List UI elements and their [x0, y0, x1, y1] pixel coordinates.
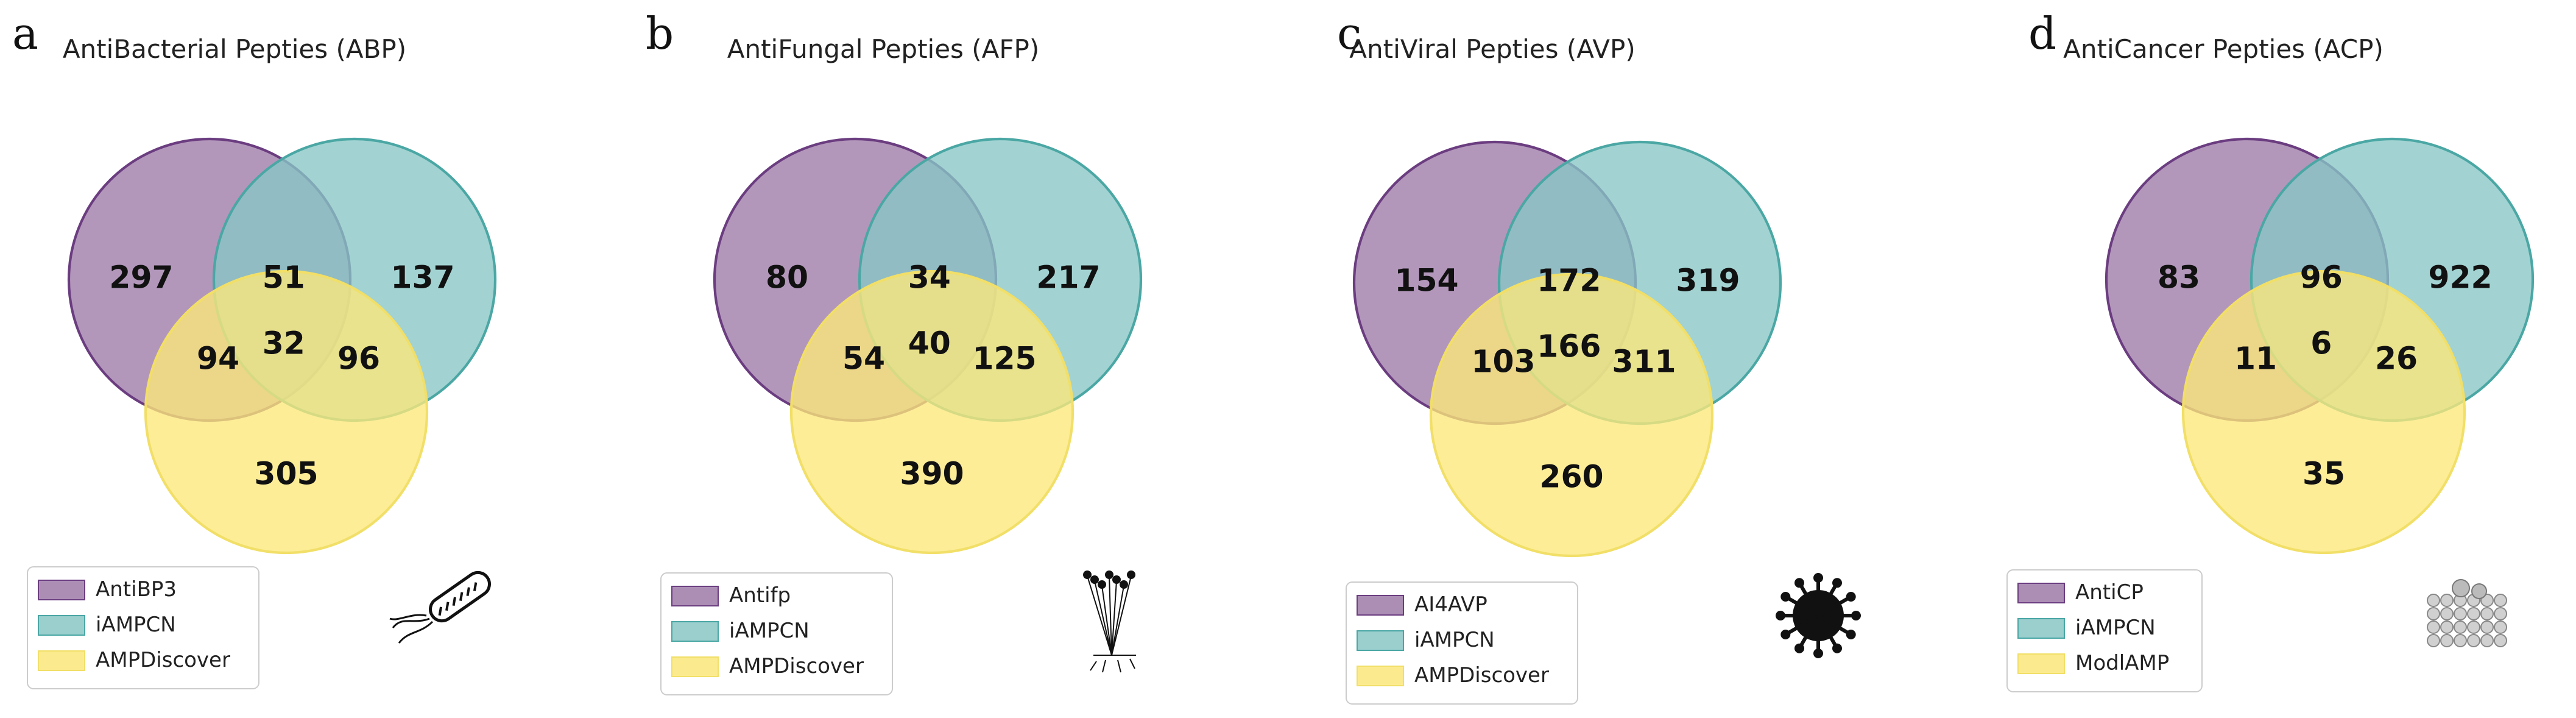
- chart-title: AntiViral Pepties (AVP): [1349, 34, 1635, 64]
- legend-swatch: [38, 650, 85, 671]
- legend: AntiCP iAMPCN ModlAMP: [2006, 569, 2203, 692]
- region-label-bc: 311: [1612, 344, 1676, 380]
- region-label-abc: 6: [2310, 325, 2332, 361]
- legend: Antifp iAMPCN AMPDiscover: [660, 572, 893, 695]
- region-label-c: 35: [2303, 456, 2345, 492]
- region-label-c: 390: [900, 456, 964, 492]
- region-label-abc: 32: [263, 325, 305, 361]
- region-label-ab: 96: [2300, 260, 2343, 296]
- legend-swatch: [2017, 583, 2065, 603]
- chart-title: AntiCancer Pepties (ACP): [2063, 34, 2384, 64]
- legend-swatch: [38, 580, 85, 600]
- region-label-c: 260: [1539, 459, 1603, 495]
- fungus-icon: [1083, 570, 1136, 673]
- set-circle-modlamp: [2181, 269, 2466, 555]
- legend-label: AI4AVP: [1414, 592, 1487, 617]
- region-label-ac: 11: [2234, 341, 2277, 377]
- region-label-bc: 96: [337, 341, 380, 377]
- region-label-ac: 94: [197, 341, 239, 377]
- legend-label: Antifp: [729, 583, 791, 608]
- chart-title: AntiFungal Pepties (AFP): [727, 34, 1040, 64]
- legend-label: iAMPCN: [1414, 628, 1495, 652]
- panel-letter: d: [2028, 8, 2056, 59]
- legend-label: AMPDiscover: [96, 648, 230, 672]
- region-label-b: 137: [390, 260, 454, 296]
- region-label-a: 154: [1394, 263, 1458, 299]
- chart-title: AntiBacterial Pepties (ABP): [63, 34, 406, 64]
- region-label-abc: 40: [908, 325, 951, 361]
- bacterium-icon: [389, 570, 491, 644]
- set-circle-ampdiscover: [789, 269, 1075, 555]
- venn-diagram: 154 172 319 103 166 311 260: [1352, 140, 1782, 558]
- legend: AI4AVP iAMPCN AMPDiscover: [1346, 581, 1578, 705]
- flagella: [389, 614, 434, 644]
- region-label-bc: 26: [2375, 341, 2418, 377]
- panel-letter: c: [1337, 8, 1361, 59]
- venn-panel-a: a AntiBacterial Pepties (ABP) 297 51 137 94 32…: [0, 0, 633, 716]
- region-label-c: 305: [254, 456, 318, 492]
- set-circle-ampdiscover: [144, 269, 429, 555]
- region-label-a: 80: [766, 260, 808, 296]
- legend-label: iAMPCN: [96, 613, 176, 637]
- tumor-cell: [2471, 583, 2487, 599]
- venn-diagram: 297 51 137 94 32 96 305: [67, 137, 497, 555]
- legend-swatch: [671, 586, 719, 606]
- cancer-cells-icon: [2427, 579, 2507, 647]
- panel-letter: a: [12, 8, 38, 59]
- legend-swatch: [1357, 666, 1404, 686]
- legend-label: AMPDiscover: [729, 654, 864, 678]
- mycelium: [1090, 655, 1136, 673]
- region-label-a: 297: [109, 260, 173, 296]
- region-label-b: 319: [1676, 263, 1740, 299]
- legend-swatch: [2017, 653, 2065, 674]
- region-label-abc: 166: [1537, 328, 1601, 364]
- legend-label: ModlAMP: [2075, 651, 2169, 675]
- venn-svg: a AntiBacterial Pepties (ABP) 297 51 137 94 32…: [12, 8, 497, 689]
- legend-label: iAMPCN: [2075, 616, 2156, 640]
- legend-swatch: [1357, 595, 1404, 616]
- venn-panel-d: d AntiCancer Pepties (ACP) 83 96 922 11 6 26 35 A…: [1980, 0, 2576, 716]
- tumor-cell: [2452, 579, 2470, 597]
- legend-label: iAMPCN: [729, 619, 810, 643]
- bacterium-body: [429, 570, 491, 623]
- venn-panel-b: b AntiFungal Pepties (AFP) 80 34 217 54 40 125 3…: [633, 0, 1267, 716]
- legend-label: AMPDiscover: [1414, 663, 1549, 688]
- panel-letter: b: [646, 8, 674, 59]
- legend-swatch: [1357, 630, 1404, 651]
- venn-svg: d AntiCancer Pepties (ACP) 83 96 922 11 6 26 35 A…: [2006, 8, 2535, 692]
- region-label-ac: 103: [1471, 344, 1535, 380]
- region-label-b: 922: [2428, 260, 2492, 296]
- venn-diagram: 83 96 922 11 6 26 35: [2105, 137, 2535, 555]
- venn-diagram: 80 34 217 54 40 125 390: [713, 137, 1143, 555]
- venn-panel-c: c AntiViral Pepties (AVP) 154 172 319 103 166 3…: [1261, 0, 1894, 716]
- legend-label: AntiCP: [2075, 580, 2144, 605]
- region-label-ab: 172: [1537, 263, 1601, 299]
- region-label-a: 83: [2158, 260, 2200, 296]
- region-label-bc: 125: [972, 341, 1036, 377]
- region-label-ab: 34: [908, 260, 951, 296]
- region-label-ab: 51: [263, 260, 305, 296]
- legend-label: AntiBP3: [96, 577, 177, 602]
- set-circle-ampdiscover: [1429, 272, 1714, 558]
- legend-swatch: [671, 621, 719, 642]
- legend-swatch: [2017, 618, 2065, 639]
- legend-swatch: [671, 656, 719, 677]
- legend-swatch: [38, 615, 85, 636]
- legend: AntiBP3 iAMPCN AMPDiscover: [27, 566, 259, 689]
- virus-icon: [1776, 573, 1861, 658]
- region-label-b: 217: [1036, 260, 1100, 296]
- region-label-ac: 54: [842, 341, 885, 377]
- venn-svg: b AntiFungal Pepties (AFP) 80 34 217 54 40 125 3…: [646, 8, 1143, 695]
